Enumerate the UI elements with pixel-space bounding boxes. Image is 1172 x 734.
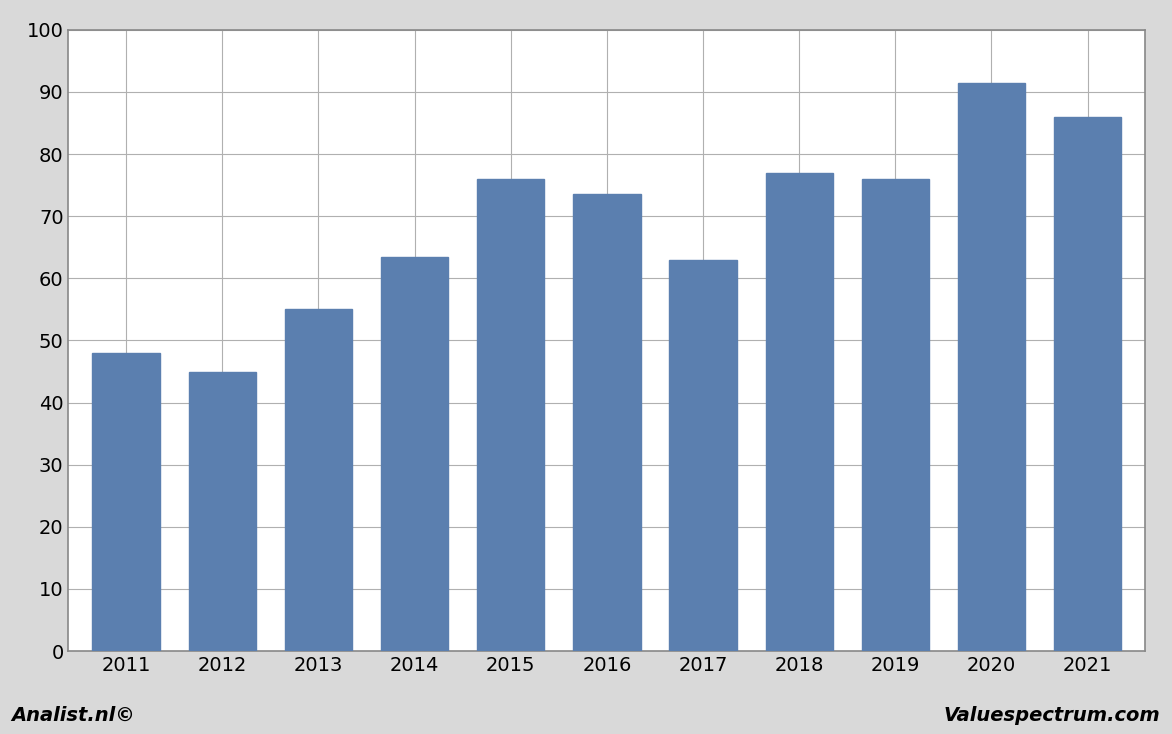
Bar (381, 257, 448, 651)
Bar (285, 310, 352, 651)
Text: Analist.nl©: Analist.nl© (12, 706, 136, 725)
Bar (573, 195, 641, 651)
Bar (669, 260, 737, 651)
Bar (861, 179, 929, 651)
Bar (1054, 117, 1122, 651)
Bar (765, 172, 833, 651)
Bar (93, 353, 159, 651)
Bar (958, 83, 1026, 651)
Bar (189, 371, 255, 651)
Bar (477, 179, 544, 651)
Text: Valuespectrum.com: Valuespectrum.com (943, 706, 1160, 725)
